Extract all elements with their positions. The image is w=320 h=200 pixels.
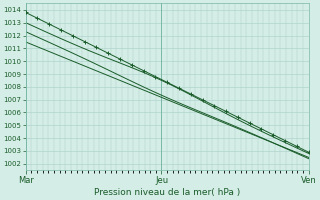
X-axis label: Pression niveau de la mer( hPa ): Pression niveau de la mer( hPa ) (94, 188, 240, 197)
